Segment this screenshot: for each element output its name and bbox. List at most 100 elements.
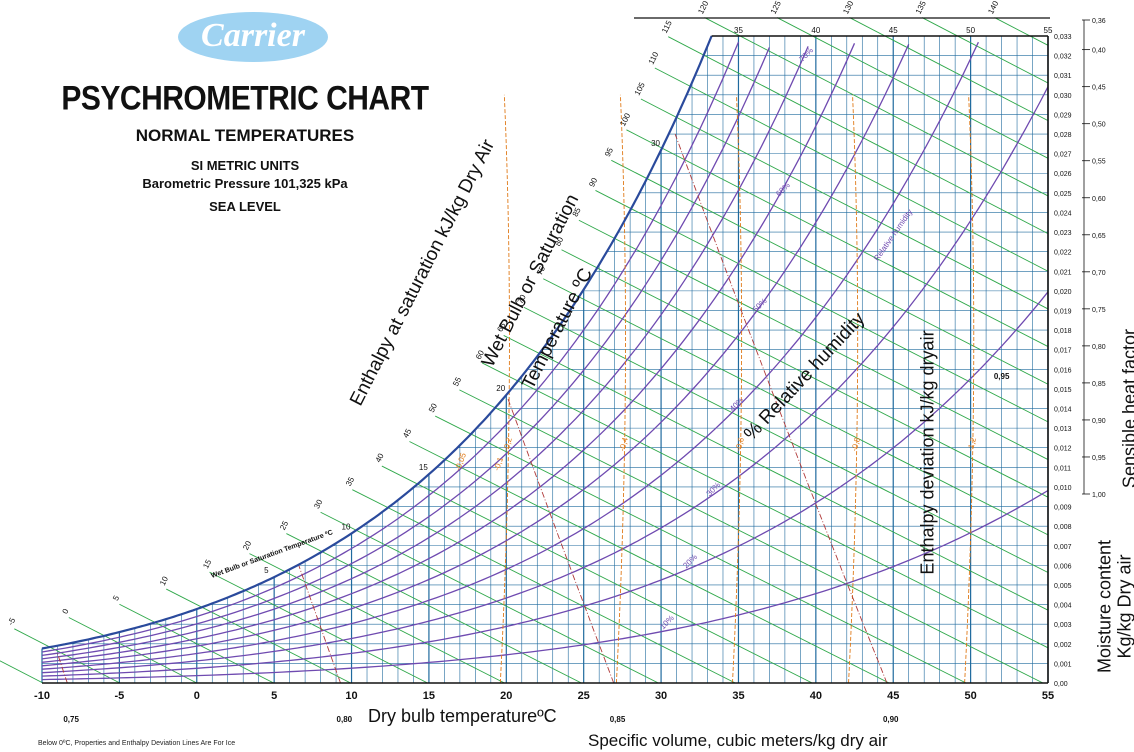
wet-bulb-tick-label: 20 bbox=[496, 384, 505, 393]
y-tick-label: 0,024 bbox=[1054, 210, 1072, 217]
enthalpy-scale-label: 70 bbox=[516, 293, 528, 306]
enthalpy-scale-label: 50 bbox=[427, 401, 439, 414]
y-tick-label: 0,007 bbox=[1054, 544, 1072, 551]
rh-curve bbox=[41, 43, 856, 663]
logo-ellipse bbox=[178, 12, 328, 62]
sensible-heat-factor-label: Sensible heat factor bbox=[1119, 328, 1134, 489]
rh-curve bbox=[41, 44, 910, 667]
x-tick-label: 10 bbox=[345, 690, 357, 702]
specific-volume-lines bbox=[57, 133, 888, 684]
x-tick-label: -5 bbox=[114, 690, 124, 702]
enthalpy-scale-label: 85 bbox=[571, 206, 583, 219]
enthalpy-line bbox=[381, 465, 813, 684]
specific-volume-title: Specific volume, cubic meters/kg dry air bbox=[588, 731, 888, 750]
grid-lines bbox=[41, 35, 1049, 684]
sea-level-label: SEA LEVEL bbox=[209, 199, 281, 214]
dry-bulb-axis-title: Dry bulb temperatureºC bbox=[368, 706, 557, 726]
enthalpy-scale-label: 75 bbox=[535, 264, 547, 277]
enthalpy-line bbox=[578, 219, 1049, 460]
rh-curve-label: 60% bbox=[774, 181, 792, 199]
logo-text: Carrier bbox=[201, 17, 305, 54]
enthalpy-line bbox=[543, 278, 1049, 536]
rh-curve bbox=[41, 86, 1049, 674]
enthalpy-line bbox=[0, 660, 44, 684]
wet-bulb-tick-label: 5 bbox=[264, 566, 269, 575]
y-tick-label: 0,002 bbox=[1054, 642, 1072, 649]
volume-label: 0,85 bbox=[610, 715, 626, 724]
saturation-curve-line bbox=[41, 35, 713, 650]
enthalpy-line bbox=[668, 36, 1049, 235]
enthalpy-scale-label: 80 bbox=[553, 235, 565, 248]
shf-tick-label: 0,85 bbox=[1092, 381, 1106, 388]
enthalpy-line bbox=[626, 129, 1049, 347]
x-tick-label: 50 bbox=[964, 690, 976, 702]
x-tick-label: 0 bbox=[194, 690, 200, 702]
enthalpy-scale-label: 135 bbox=[914, 0, 928, 15]
volume-label: 0,80 bbox=[337, 715, 353, 724]
enthalpy-scale-label: 55 bbox=[451, 375, 463, 388]
enthalpy-line bbox=[352, 489, 736, 684]
enthalpy-scale-label: 120 bbox=[696, 0, 710, 15]
y-tick-label: 0,020 bbox=[1054, 289, 1072, 296]
enthalpy-line bbox=[921, 17, 1049, 84]
enthalpy-scale-label: 0 bbox=[61, 607, 71, 616]
enthalpy-scale-label: 20 bbox=[241, 539, 253, 552]
y-tick-label: 0,018 bbox=[1054, 328, 1072, 335]
volume-label: 0,75 bbox=[63, 715, 79, 724]
deviation-label: Enthalpy deviation kJ/kg dryair bbox=[917, 330, 938, 575]
enthalpy-scale-label: 105 bbox=[633, 80, 647, 96]
enthalpy-line bbox=[409, 441, 890, 684]
y-tick-label: 0,032 bbox=[1054, 54, 1072, 61]
units-label: SI METRIC UNITS bbox=[190, 158, 300, 173]
y-tick-label: 0,006 bbox=[1054, 563, 1072, 570]
deviation-label: -0,6 bbox=[734, 436, 746, 452]
enthalpy-scale-label: 10 bbox=[158, 574, 170, 587]
volume-line bbox=[507, 398, 615, 684]
shf-tick-label: 0,75 bbox=[1092, 307, 1106, 314]
shf-tick-label: 0,70 bbox=[1092, 270, 1106, 277]
rh-curve bbox=[41, 47, 770, 657]
rh-curve bbox=[41, 41, 740, 653]
enthalpy-line bbox=[640, 98, 1049, 310]
enthalpy-line bbox=[611, 159, 1049, 385]
y-tick-label: 0,033 bbox=[1054, 34, 1072, 41]
x-tick-label: 40 bbox=[810, 690, 822, 702]
shf-tick-label: 0,95 bbox=[1092, 455, 1106, 462]
y-tick-label: 0,027 bbox=[1054, 152, 1072, 159]
y-tick-label: 0,019 bbox=[1054, 308, 1072, 315]
y-tick-label: 0,004 bbox=[1054, 603, 1072, 610]
y-tick-label: 0,030 bbox=[1054, 93, 1072, 100]
enthalpy-scale-label: 110 bbox=[647, 50, 661, 66]
y-tick-label: 0,031 bbox=[1054, 73, 1072, 80]
enthalpy-scale-label: 40 bbox=[374, 451, 386, 464]
shf-tick-label: 0,65 bbox=[1092, 233, 1106, 240]
shf-tick-label: 0,45 bbox=[1092, 85, 1106, 92]
enthalpy-scale-label: 30 bbox=[312, 498, 324, 511]
moisture-content-label-2: Kg/kg Dry air bbox=[1114, 554, 1134, 659]
y-tick-label: 0,023 bbox=[1054, 230, 1072, 237]
deviation-line bbox=[964, 94, 975, 684]
x-tick-label: 20 bbox=[500, 690, 512, 702]
enthalpy-line bbox=[994, 17, 1049, 46]
y-tick-label: 0,00 bbox=[1054, 681, 1068, 688]
deviation-label: -0,4 bbox=[618, 436, 630, 452]
enthalpy-line bbox=[320, 511, 659, 684]
pressure-label: Barometric Pressure 101,325 kPa bbox=[142, 176, 348, 191]
deviation-small-label: -0,05 bbox=[453, 451, 468, 472]
enthalpy-scale-label: 115 bbox=[660, 19, 674, 35]
enthalpy-line bbox=[286, 533, 582, 684]
x-tick-label: 25 bbox=[578, 690, 590, 702]
shf-tick-label: 0,80 bbox=[1092, 344, 1106, 351]
enthalpy-scale-label: 65 bbox=[495, 321, 507, 334]
enthalpy-scale-label: 35 bbox=[344, 475, 356, 488]
y-tick-label: 0,026 bbox=[1054, 171, 1072, 178]
x-tick-label: 5 bbox=[271, 690, 277, 702]
rh-curve bbox=[41, 46, 809, 660]
carrier-logo: Carrier bbox=[178, 12, 328, 62]
y-tick-label: 0,009 bbox=[1054, 505, 1072, 512]
y-tick-label: 0,012 bbox=[1054, 446, 1072, 453]
y-tick-label: 0,010 bbox=[1054, 485, 1072, 492]
enthalpy-line bbox=[849, 17, 1049, 122]
deviation-label: -1,2 bbox=[966, 436, 978, 452]
y-tick-label: 0,005 bbox=[1054, 583, 1072, 590]
